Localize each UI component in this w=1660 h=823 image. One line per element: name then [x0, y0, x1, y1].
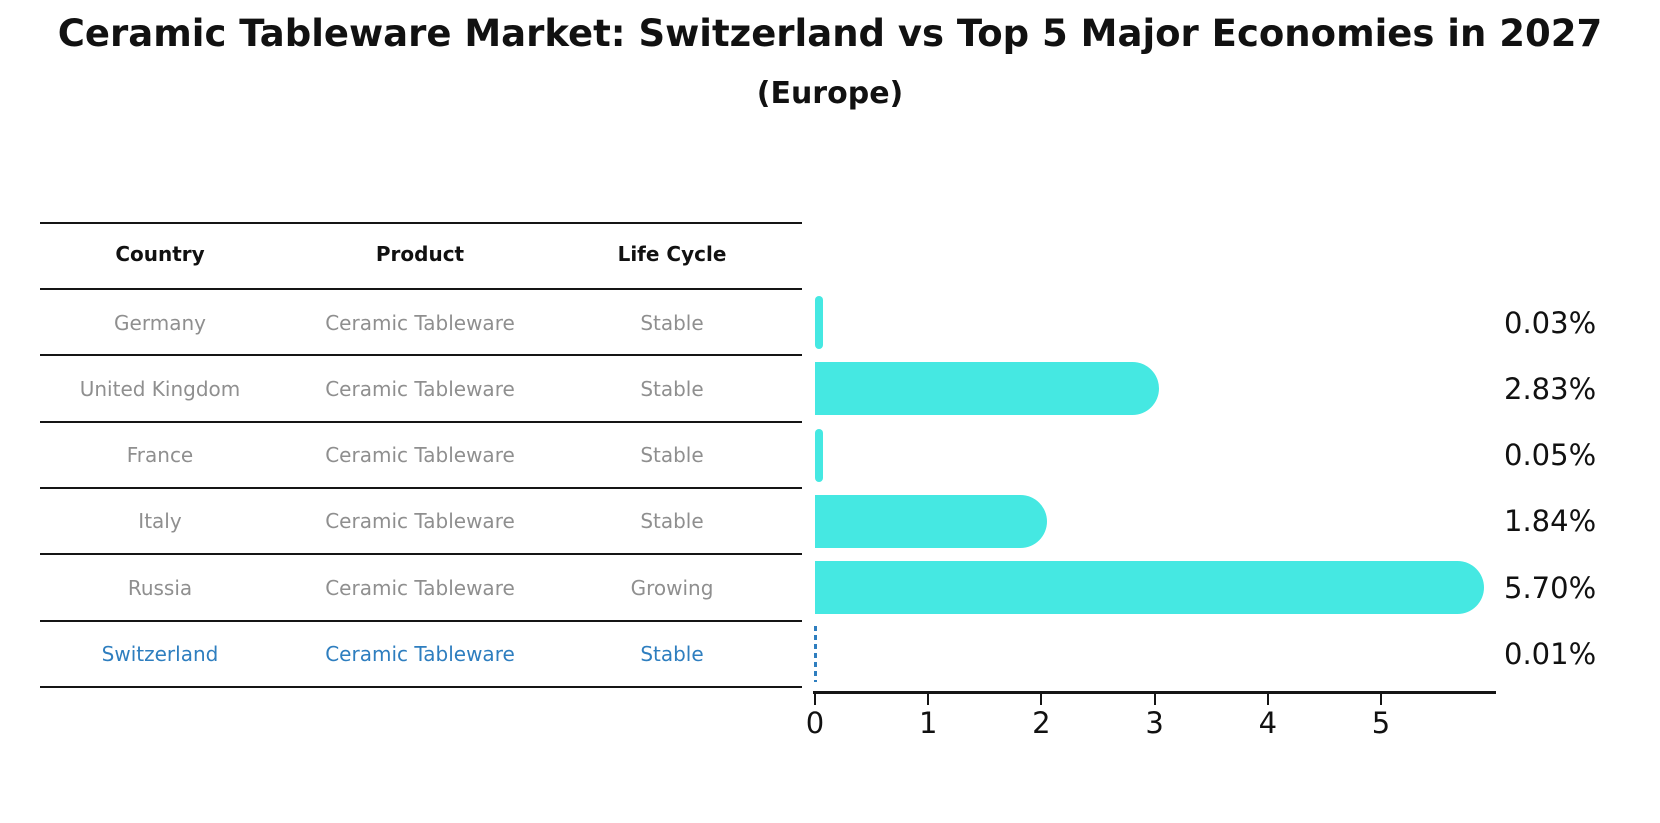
table-cell-life-cycle: Stable	[640, 509, 704, 534]
table-divider	[40, 420, 802, 423]
x-axis-tick-label: 0	[805, 706, 825, 740]
bar-united-kingdom	[815, 362, 1159, 416]
bar-russia	[815, 561, 1484, 615]
bar-germany	[815, 296, 823, 349]
table-row: Germany Ceramic Tableware Stable	[40, 307, 802, 339]
table-cell-product: Ceramic Tableware	[325, 509, 515, 534]
table-divider	[40, 288, 802, 290]
bar-france	[815, 428, 823, 482]
value-label-italy: 1.84%	[1504, 504, 1597, 539]
table-divider	[40, 354, 802, 357]
table-divider	[40, 685, 802, 688]
table-cell-product: Ceramic Tableware	[325, 575, 515, 600]
table-cell-life-cycle: Stable	[640, 310, 704, 335]
table-cell-product: Ceramic Tableware	[325, 376, 515, 401]
table-divider	[40, 619, 802, 622]
table-header-product: Product	[375, 242, 465, 266]
table-cell-product: Ceramic Tableware	[325, 310, 515, 335]
chart-subtitle: (Europe)	[756, 76, 904, 111]
x-axis-line	[813, 691, 1496, 694]
table-cell-country: Switzerland	[101, 642, 219, 666]
table-cell-life-cycle: Stable	[640, 443, 704, 468]
table-cell-country: United Kingdom	[79, 376, 241, 401]
table-row: Italy Ceramic Tableware Stable	[40, 505, 802, 537]
x-axis-tick	[927, 694, 930, 705]
table-header-life-cycle: Life Cycle	[617, 242, 727, 266]
x-axis-tick	[1266, 694, 1269, 705]
x-axis-tick	[814, 694, 816, 705]
x-axis-tick	[1380, 694, 1382, 705]
table-row: Switzerland Ceramic Tableware Stable	[40, 638, 802, 670]
table-divider	[40, 553, 802, 556]
table-header-country: Country	[115, 242, 205, 266]
table-cell-country: Italy	[138, 509, 182, 534]
table-cell-product: Ceramic Tableware	[325, 642, 515, 666]
table-cell-country: France	[126, 443, 194, 468]
x-axis-tick	[1040, 694, 1043, 705]
table-cell-product: Ceramic Tableware	[325, 443, 515, 468]
table-cell-country: Germany	[114, 310, 206, 335]
table-row: United Kingdom Ceramic Tableware Stable	[40, 373, 802, 405]
x-axis-tick-label: 2	[1032, 706, 1051, 740]
chart-title: Ceramic Tableware Market: Switzerland vs…	[57, 12, 1603, 55]
value-label-united-kingdom: 2.83%	[1504, 371, 1597, 406]
table-cell-country: Russia	[127, 575, 193, 600]
value-label-france: 0.05%	[1504, 438, 1597, 473]
value-label-switzerland: 0.01%	[1504, 637, 1597, 671]
table-header-row: Country Product Life Cycle	[40, 238, 802, 270]
x-axis-tick-label: 3	[1145, 706, 1164, 740]
x-axis-tick-label: 5	[1371, 706, 1391, 740]
value-label-russia: 5.70%	[1504, 570, 1597, 605]
bar-italy	[815, 494, 1047, 548]
x-axis-tick	[1153, 694, 1156, 705]
value-label-germany: 0.03%	[1504, 305, 1597, 340]
table-divider	[40, 222, 802, 224]
table-cell-life-cycle: Stable	[640, 376, 704, 401]
table-cell-life-cycle: Growing	[630, 575, 714, 600]
x-axis-tick-label: 4	[1258, 706, 1278, 740]
x-axis-tick-label: 1	[918, 706, 938, 740]
table-row: France Ceramic Tableware Stable	[40, 439, 802, 471]
switzerland-marker-dashed-bar	[814, 626, 817, 682]
table-row: Russia Ceramic Tableware Growing	[40, 572, 802, 604]
table-divider	[40, 486, 802, 489]
table-cell-life-cycle: Stable	[640, 642, 704, 666]
